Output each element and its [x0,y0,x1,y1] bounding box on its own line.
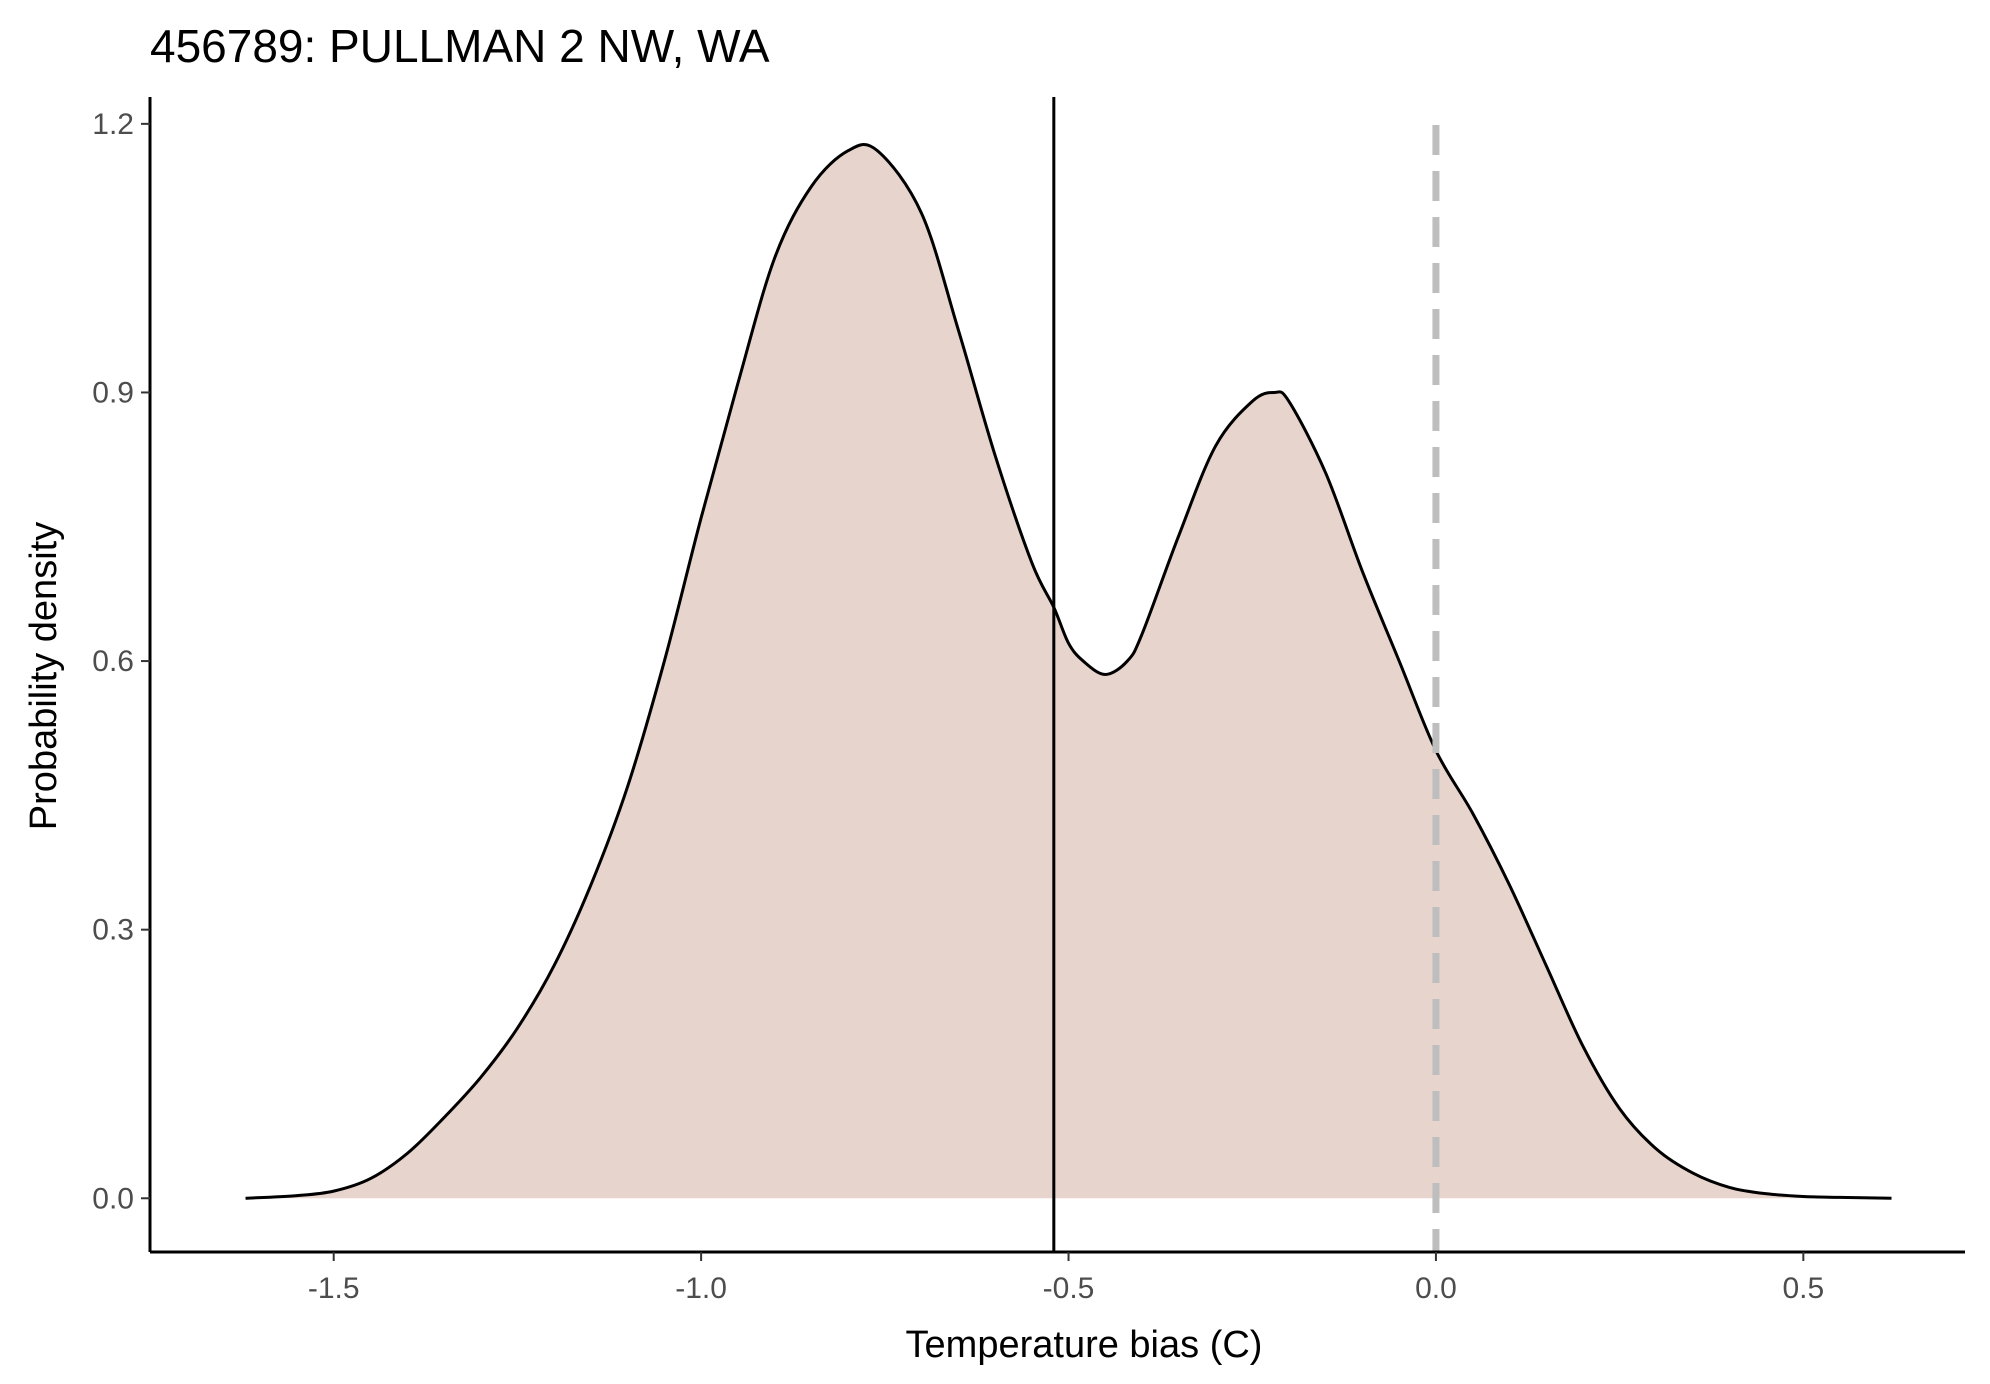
density-curve [245,143,1892,1200]
y-axis-label: Probability density [23,522,65,830]
density-area-fill [245,144,1892,1199]
plot-area [245,97,1892,1252]
y-tick-label: 0.6 [92,645,134,678]
y-tick-label: 0.9 [92,376,134,409]
reference-lines [1052,97,1440,1252]
x-tick-label: -0.5 [1043,1272,1095,1305]
y-tick-label: 1.2 [92,108,134,141]
x-tick-label: -1.0 [675,1272,727,1305]
y-tick-label: 0.0 [92,1182,134,1215]
x-axis-ticks: -1.5 -1.0 -0.5 0.0 0.5 [308,1252,1824,1305]
y-tick-label: 0.3 [92,914,134,947]
chart-title: 456789: PULLMAN 2 NW, WA [150,20,770,72]
x-tick-label: -1.5 [308,1272,360,1305]
x-tick-label: 0.5 [1782,1272,1824,1305]
y-axis-ticks: 0.0 0.3 0.6 0.9 1.2 [92,108,150,1215]
x-tick-label: 0.0 [1415,1272,1457,1305]
x-axis-label: Temperature bias (C) [906,1324,1263,1366]
